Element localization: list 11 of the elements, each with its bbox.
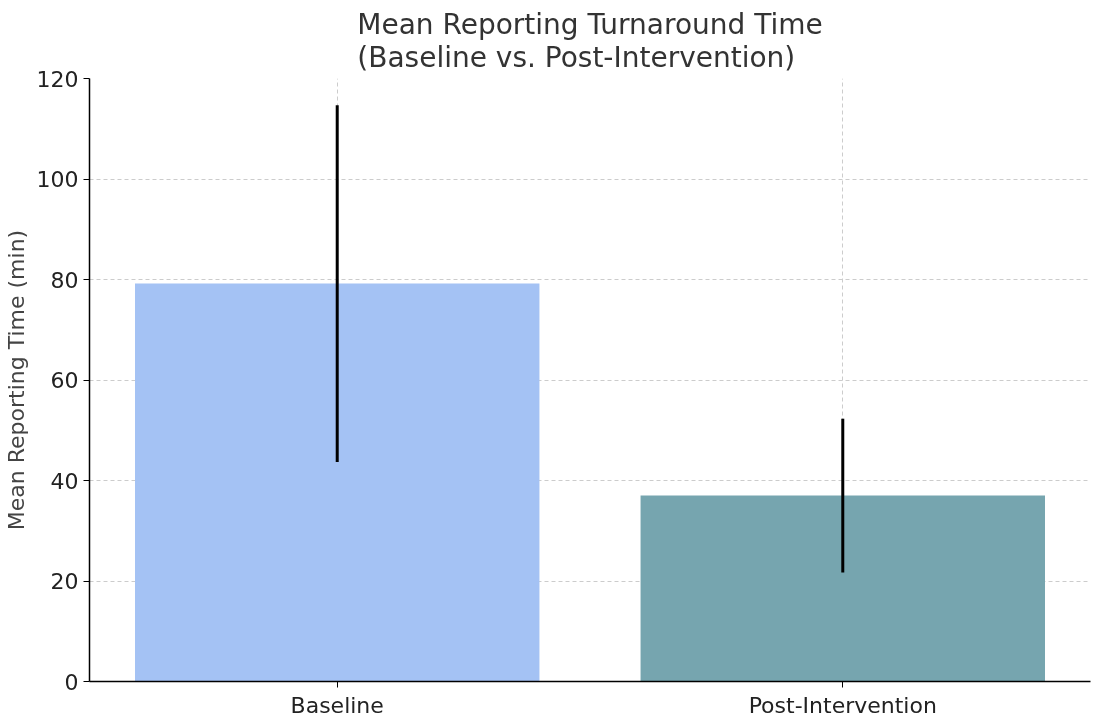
y-tick-label: 60 [50,368,79,393]
y-tick-label: 40 [50,468,79,494]
x-tick-label: Baseline [290,692,384,718]
y-tick-label: 0 [64,669,79,695]
x-tick-label: Post-Intervention [748,692,937,718]
y-axis-title: Mean Reporting Time (min) [3,229,29,531]
y-tick-label: 80 [50,267,79,293]
chart-title: Mean Reporting Turnaround Time (Baseline vs. Post-Intervention) [357,7,823,74]
y-tick-label: 100 [36,167,79,192]
y-tick-label: 20 [50,569,79,594]
y-tick-label: 120 [36,66,79,92]
